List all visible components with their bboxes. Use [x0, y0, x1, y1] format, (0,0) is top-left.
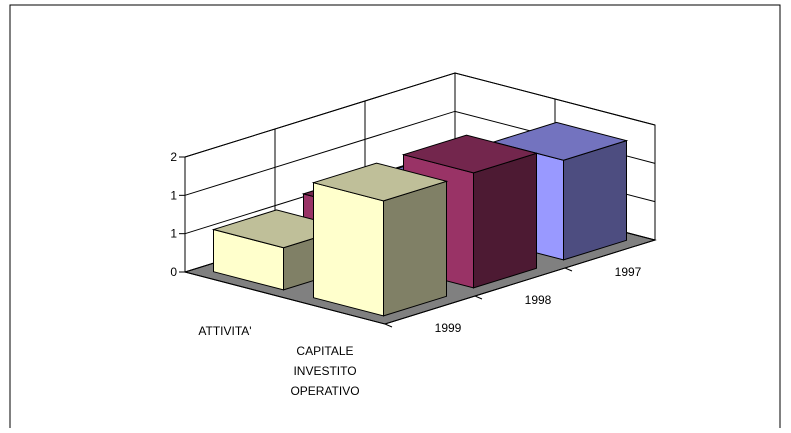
bar-side [383, 180, 447, 317]
y-tick-label: 0 [170, 265, 177, 279]
y-tick-label: 1 [170, 188, 177, 202]
series-label: 1998 [525, 293, 552, 307]
series-label: 1999 [435, 321, 462, 335]
series-tick [474, 295, 483, 300]
x-tick-label: CAPITALE INVESTITO OPERATIVO [290, 344, 359, 398]
bar-front [313, 182, 384, 317]
y-tick-label: 1 [170, 227, 177, 241]
x-tick-label-line: CAPITALE [296, 344, 353, 358]
bar-side [473, 152, 537, 289]
bar-top [311, 162, 449, 202]
bar-top [401, 134, 539, 174]
series-tick [564, 267, 573, 272]
series-axis [384, 239, 656, 325]
x-tick-label-line: INVESTITO [293, 364, 356, 378]
category-axis [184, 271, 386, 325]
bar-top [491, 121, 629, 161]
series-label: 1997 [615, 265, 642, 279]
y-tick-label: 2 [170, 150, 177, 164]
series-tick [384, 323, 393, 328]
bar-side [563, 139, 627, 261]
bar [311, 162, 449, 317]
x-tick-label: ATTIVITA' [198, 324, 251, 338]
x-tick-label-line: OPERATIVO [290, 384, 359, 398]
grid-line [184, 72, 656, 158]
